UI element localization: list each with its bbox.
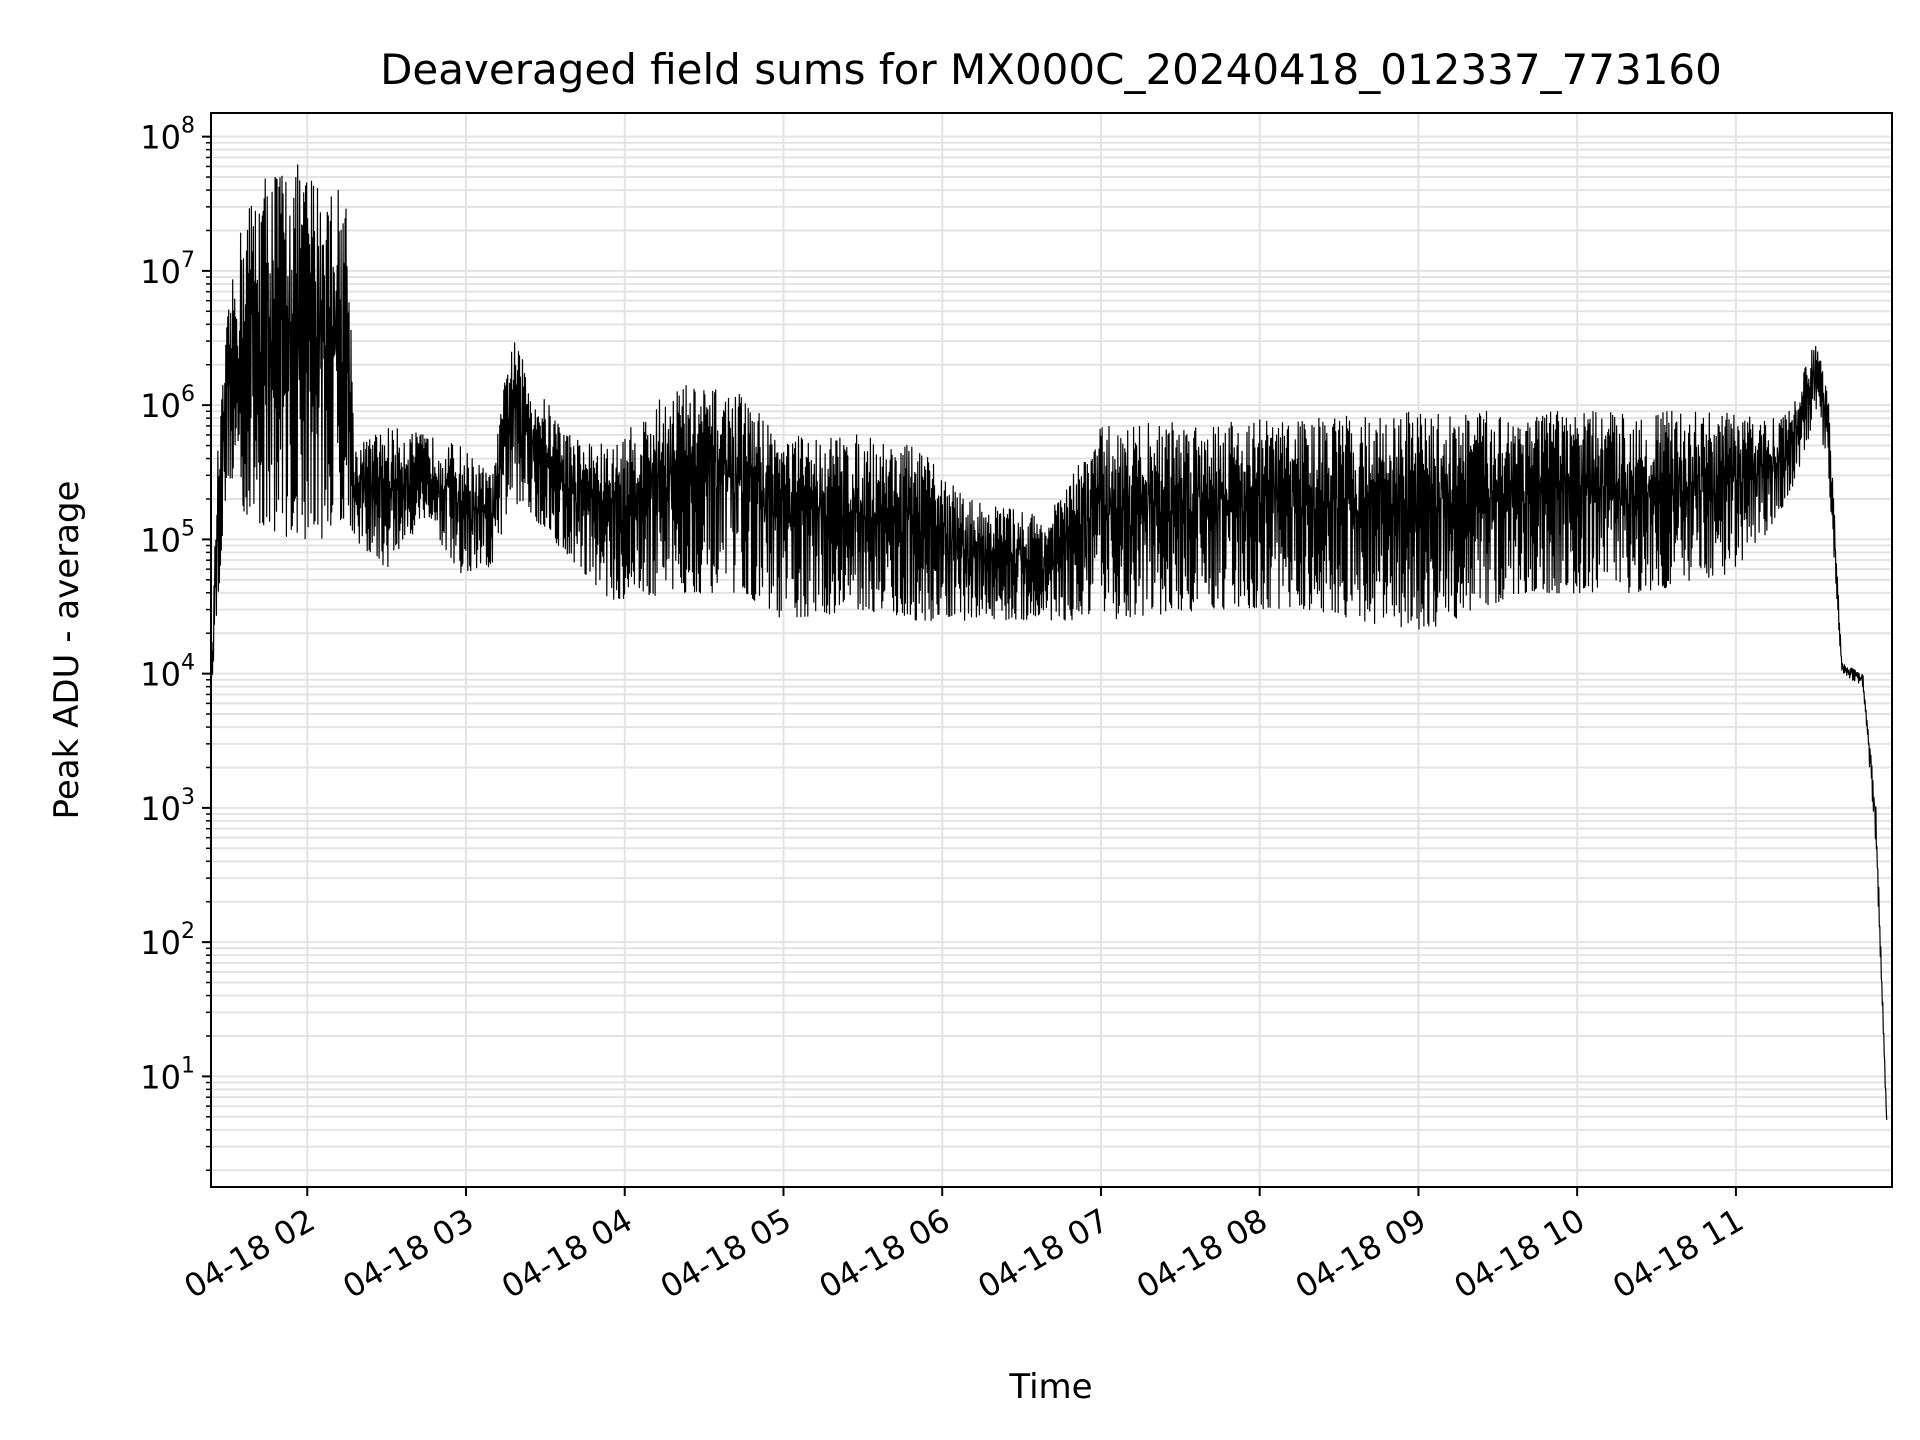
- y-tick-label: 104: [140, 651, 195, 694]
- plot-area-frame: [210, 112, 1893, 1188]
- y-tick-label: 107: [140, 248, 195, 291]
- series-line: [210, 164, 1888, 1120]
- y-tick-label: 101: [140, 1053, 195, 1096]
- y-tick-label: 106: [140, 382, 195, 425]
- chart-title: Deaveraged field sums for MX000C_2024041…: [380, 45, 1722, 94]
- y-tick-label: 103: [140, 785, 195, 828]
- y-axis-label: Peak ADU - average: [47, 481, 87, 820]
- y-tick-label: 108: [140, 114, 195, 157]
- plot-area-background: [211, 113, 1892, 1187]
- y-tick-label: 105: [140, 516, 195, 559]
- y-tick-label: 102: [140, 919, 195, 962]
- grid-layer: [211, 113, 1892, 1187]
- x-axis-label: Time: [1008, 1367, 1092, 1407]
- data-layer: [210, 164, 1888, 1120]
